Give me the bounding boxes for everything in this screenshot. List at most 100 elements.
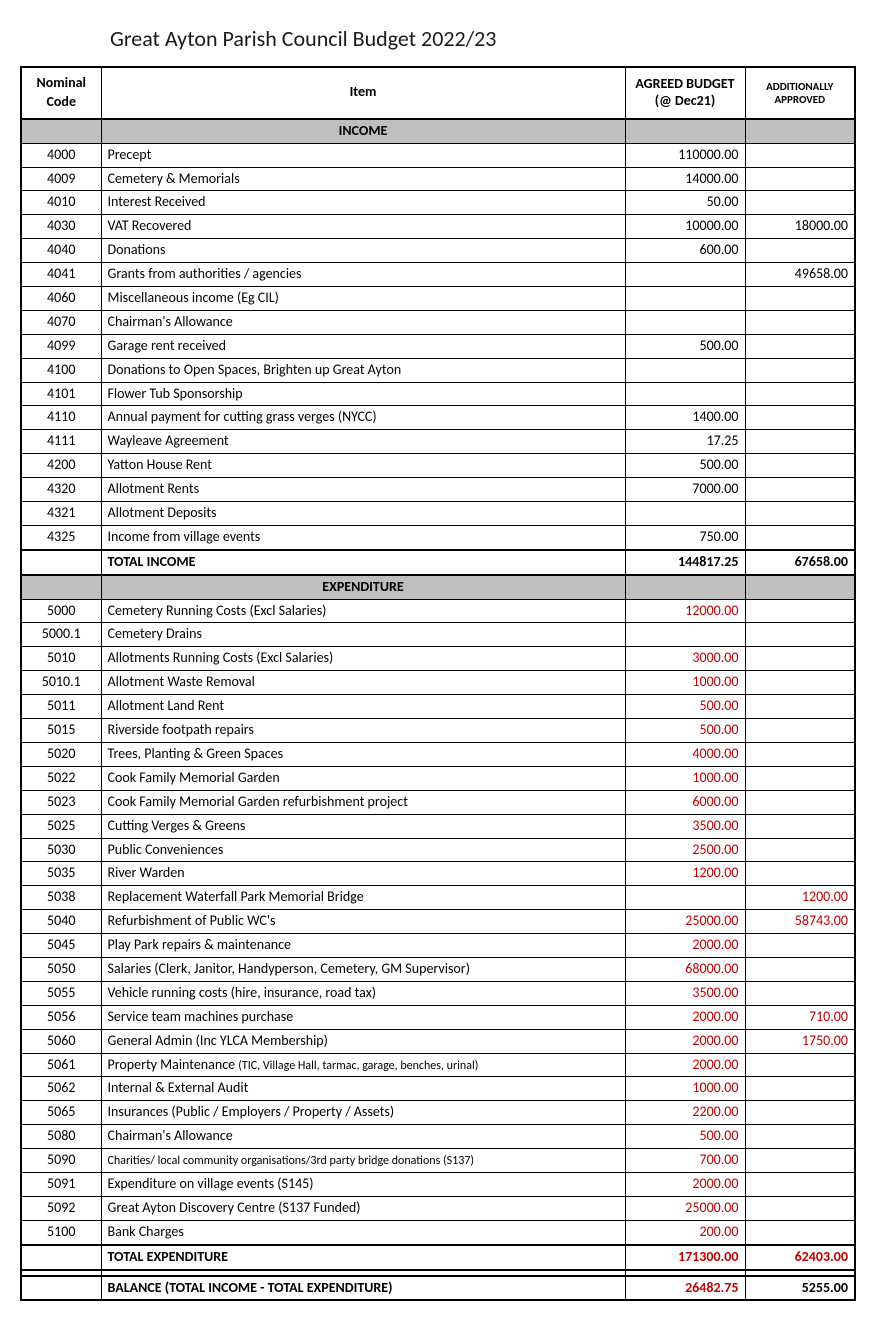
cell-code: 5055: [21, 981, 101, 1005]
cell-additional: [745, 478, 855, 502]
cell-additional: 1750.00: [745, 1029, 855, 1053]
cell-code: 4060: [21, 287, 101, 311]
cell-item: General Admin (Inc YLCA Membership): [101, 1029, 625, 1053]
cell-budget: 500.00: [625, 454, 745, 478]
cell-additional: [745, 719, 855, 743]
cell-budget: 10000.00: [625, 215, 745, 239]
total-row: TOTAL INCOME144817.2567658.00: [21, 550, 855, 575]
cell-additional: [745, 502, 855, 526]
cell-code: 4030: [21, 215, 101, 239]
cell-budget: 4000.00: [625, 742, 745, 766]
table-row: 5040Refurbishment of Public WC's25000.00…: [21, 910, 855, 934]
col-header-additional: ADDITIONALLY APPROVED: [745, 67, 855, 119]
cell-additional: [745, 623, 855, 647]
cell-budget: 1000.00: [625, 1077, 745, 1101]
cell-code: 5092: [21, 1196, 101, 1220]
cell-additional: [745, 239, 855, 263]
table-row: 5055Vehicle running costs (hire, insuran…: [21, 981, 855, 1005]
table-row: 5000.1Cemetery Drains: [21, 623, 855, 647]
total-additional: 67658.00: [745, 550, 855, 575]
cell-additional: [745, 671, 855, 695]
table-row: 5061Property Maintenance (TIC, Village H…: [21, 1053, 855, 1077]
cell-code: 5100: [21, 1220, 101, 1244]
cell-budget: 600.00: [625, 239, 745, 263]
table-row: 4041Grants from authorities / agencies49…: [21, 263, 855, 287]
page-title: Great Ayton Parish Council Budget 2022/2…: [110, 25, 854, 52]
cell-item: Allotments Running Costs (Excl Salaries): [101, 647, 625, 671]
cell-code: 5038: [21, 886, 101, 910]
cell-code: 5022: [21, 766, 101, 790]
cell-additional: [745, 406, 855, 430]
table-row: 4000Precept110000.00: [21, 143, 855, 167]
table-row: 4320Allotment Rents7000.00: [21, 478, 855, 502]
table-row: 4200Yatton House Rent500.00: [21, 454, 855, 478]
cell-item: Public Conveniences: [101, 838, 625, 862]
cell-item: Cemetery & Memorials: [101, 167, 625, 191]
cell-item: Cemetery Running Costs (Excl Salaries): [101, 599, 625, 623]
total-budget: 144817.25: [625, 550, 745, 575]
table-row: 5025Cutting Verges & Greens3500.00: [21, 814, 855, 838]
cell-budget: [625, 358, 745, 382]
cell-code: 4325: [21, 525, 101, 549]
cell-item: Cook Family Memorial Garden: [101, 766, 625, 790]
table-row: 5010Allotments Running Costs (Excl Salar…: [21, 647, 855, 671]
cell-item: Flower Tub Sponsorship: [101, 382, 625, 406]
cell-budget: 2000.00: [625, 1053, 745, 1077]
table-row: 5092Great Ayton Discovery Centre (S137 F…: [21, 1196, 855, 1220]
cell-code: 4200: [21, 454, 101, 478]
cell-budget: [625, 623, 745, 647]
table-row: 4010Interest Received50.00: [21, 191, 855, 215]
cell-budget: 3500.00: [625, 981, 745, 1005]
cell-additional: [745, 790, 855, 814]
section-header: EXPENDITURE: [21, 575, 855, 599]
section-header: INCOME: [21, 119, 855, 143]
total-label: TOTAL EXPENDITURE: [101, 1245, 625, 1270]
cell-budget: 6000.00: [625, 790, 745, 814]
cell-item: Cemetery Drains: [101, 623, 625, 647]
cell-item: Cutting Verges & Greens: [101, 814, 625, 838]
cell-code: 5091: [21, 1172, 101, 1196]
cell-item: Cook Family Memorial Garden refurbishmen…: [101, 790, 625, 814]
cell-code: 4099: [21, 334, 101, 358]
cell-additional: [745, 287, 855, 311]
cell-additional: [745, 934, 855, 958]
table-row: 5023Cook Family Memorial Garden refurbis…: [21, 790, 855, 814]
cell-budget: 1000.00: [625, 671, 745, 695]
cell-additional: [745, 1125, 855, 1149]
cell-item: Income from village events: [101, 525, 625, 549]
cell-code: 5030: [21, 838, 101, 862]
cell-code: 4041: [21, 263, 101, 287]
cell-additional: [745, 742, 855, 766]
cell-budget: 68000.00: [625, 957, 745, 981]
cell-item: Yatton House Rent: [101, 454, 625, 478]
cell-additional: 18000.00: [745, 215, 855, 239]
cell-additional: [745, 814, 855, 838]
cell-item: Replacement Waterfall Park Memorial Brid…: [101, 886, 625, 910]
cell-item: Service team machines purchase: [101, 1005, 625, 1029]
cell-additional: 710.00: [745, 1005, 855, 1029]
cell-item: Great Ayton Discovery Centre (S137 Funde…: [101, 1196, 625, 1220]
cell-budget: [625, 310, 745, 334]
cell-code: 5090: [21, 1149, 101, 1173]
cell-item: Chairman's Allowance: [101, 310, 625, 334]
cell-additional: [745, 454, 855, 478]
cell-budget: 7000.00: [625, 478, 745, 502]
cell-budget: 2000.00: [625, 1172, 745, 1196]
cell-code: 5040: [21, 910, 101, 934]
cell-additional: [745, 1077, 855, 1101]
cell-additional: [745, 430, 855, 454]
cell-item: VAT Recovered: [101, 215, 625, 239]
cell-code: 5020: [21, 742, 101, 766]
cell-item: Interest Received: [101, 191, 625, 215]
cell-item: Allotment Rents: [101, 478, 625, 502]
table-header-row: Nominal Code Item AGREED BUDGET (@ Dec21…: [21, 67, 855, 119]
cell-code: 5011: [21, 695, 101, 719]
cell-additional: [745, 358, 855, 382]
table-row: 5000Cemetery Running Costs (Excl Salarie…: [21, 599, 855, 623]
cell-budget: 500.00: [625, 719, 745, 743]
cell-item: Garage rent received: [101, 334, 625, 358]
cell-code: 5045: [21, 934, 101, 958]
table-row: 5020Trees, Planting & Green Spaces4000.0…: [21, 742, 855, 766]
cell-item: Charities/ local community organisations…: [101, 1149, 625, 1173]
cell-item: Vehicle running costs (hire, insurance, …: [101, 981, 625, 1005]
